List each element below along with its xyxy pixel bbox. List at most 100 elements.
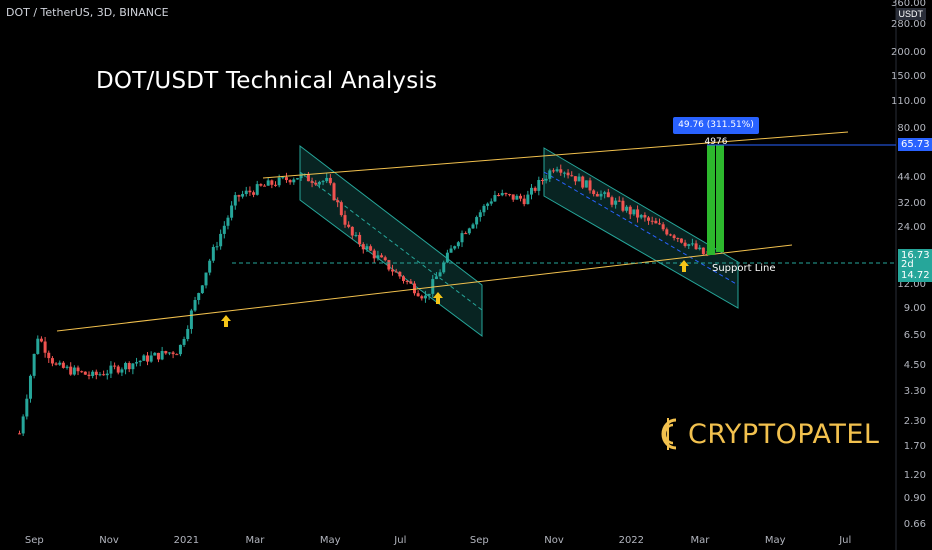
candle-body (171, 352, 175, 355)
candle-body (628, 206, 632, 215)
candle-body (270, 180, 274, 185)
candle-body (665, 229, 669, 235)
y-tick-label: 12.00 (897, 279, 926, 291)
candle-body (647, 217, 651, 221)
candle-body (445, 252, 449, 263)
candle-body (61, 362, 65, 368)
candle-body (409, 281, 413, 284)
candle-body (522, 198, 526, 205)
candle-body (50, 358, 54, 364)
y-tick-label: 150.00 (891, 70, 926, 82)
candle-body (431, 279, 435, 294)
x-tick-label: Nov (544, 535, 564, 546)
candle-body (577, 176, 581, 182)
candle-body (299, 174, 303, 179)
candle-body (679, 238, 683, 243)
candle-body (230, 205, 234, 218)
candle-body (189, 310, 193, 329)
candle-body (548, 170, 552, 179)
y-tick-label: 0.90 (903, 493, 926, 505)
candle-body (694, 243, 698, 250)
candle-body (109, 365, 113, 374)
candle-body (595, 194, 599, 197)
candle-body (698, 247, 702, 250)
candle-body (376, 255, 380, 259)
candle-body (54, 363, 58, 365)
candle-body (617, 200, 621, 202)
candle-body (423, 295, 427, 299)
channel-midline (299, 171, 483, 311)
candle-body (643, 215, 647, 218)
candle-body (690, 243, 694, 245)
candle-body (248, 190, 252, 193)
candle-body (153, 352, 157, 356)
candle-body (555, 169, 559, 172)
candle-body (186, 328, 190, 339)
x-tick-label: Mar (690, 535, 710, 546)
resistance-trendline (262, 131, 849, 179)
candle-body (193, 300, 197, 311)
candle-body (467, 228, 471, 234)
candle-body (584, 180, 588, 188)
candle-body (668, 234, 672, 236)
candle-body (208, 260, 212, 273)
candle-body (39, 338, 43, 342)
target-bar (707, 145, 715, 255)
candle-body (354, 234, 358, 236)
candle-body (654, 220, 658, 224)
candle-body (380, 255, 384, 258)
candle-body (420, 296, 424, 299)
candle-body (58, 362, 62, 365)
candle-body (325, 177, 329, 182)
candle-body (405, 280, 409, 282)
candle-body (427, 293, 431, 296)
candle-body (621, 200, 625, 211)
candle-body (80, 371, 84, 373)
y-tick-label: 1.70 (903, 440, 926, 452)
candle-body (295, 178, 299, 180)
candle-body (504, 193, 508, 195)
candle-body (28, 375, 32, 399)
candle-body (65, 366, 69, 368)
candle-body (91, 371, 95, 377)
candle-body (178, 344, 182, 355)
y-tick-label: 0.66 (903, 518, 926, 530)
y-tick-label: 6.50 (903, 330, 926, 342)
candle-body (482, 205, 486, 213)
candle-body (493, 195, 497, 202)
candle-body (453, 246, 457, 249)
y-tick-label: 200.00 (891, 47, 926, 58)
candle-body (321, 181, 325, 183)
candle-body (339, 202, 343, 216)
x-tick-label: Jul (394, 535, 407, 546)
candle-body (222, 225, 226, 234)
candle-body (135, 362, 139, 364)
candle-body (570, 175, 574, 177)
candle-body (32, 353, 36, 376)
target-bar (716, 145, 724, 252)
candle-body (241, 194, 245, 197)
candle-body (266, 180, 270, 186)
measure-label: 49.76 (311.51%) 4976 (673, 117, 759, 147)
candle-body (87, 374, 91, 377)
y-tick-label: 9.00 (903, 303, 926, 315)
candle-body (540, 179, 544, 181)
candle-body (343, 215, 347, 225)
candle-body (511, 194, 515, 200)
candle-body (358, 234, 362, 245)
candle-body (372, 250, 376, 259)
candle-body (259, 184, 263, 186)
candle-body (263, 185, 267, 187)
candle-body (211, 247, 215, 261)
candle-body (204, 272, 208, 286)
candle-body (350, 226, 354, 236)
candle-body (182, 338, 186, 345)
candle-body (164, 351, 168, 354)
candle-body (116, 366, 120, 373)
candle-body (464, 233, 468, 235)
arrow-up-icon (679, 260, 689, 272)
currency-unit-badge[interactable]: USDT (895, 8, 926, 20)
x-tick-label: Sep (469, 535, 489, 546)
